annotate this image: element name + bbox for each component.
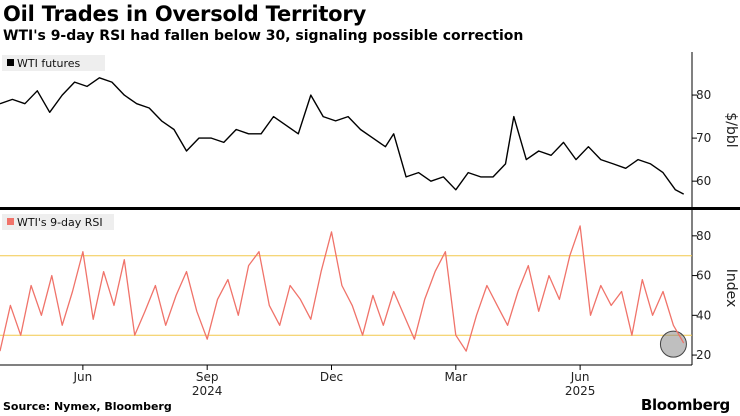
x-tick-label: Jun (72, 370, 92, 384)
price-y-tick-label: 60 (696, 174, 711, 188)
price-y-tick-label: 80 (696, 88, 711, 102)
price-y-ticks: 60 70 80 (692, 88, 711, 188)
chart-title: Oil Trades in Oversold Territory (3, 2, 367, 26)
x-tick-label: Mar (444, 370, 467, 384)
chart-subtitle: WTI's 9-day RSI had fallen below 30, sig… (3, 28, 524, 44)
price-legend-swatch (7, 59, 14, 66)
rsi-legend-label: WTI's 9-day RSI (17, 216, 103, 229)
price-y-tick-label: 70 (696, 131, 711, 145)
price-series-line (0, 77, 685, 195)
x-tick-label: Dec (320, 370, 343, 384)
rsi-legend-swatch (7, 218, 14, 225)
rsi-y-ticks: 20 40 60 80 (692, 229, 711, 362)
rsi-y-axis-label: Index (723, 269, 739, 308)
panel-divider (0, 207, 740, 210)
price-y-axis-label: $/bbl (723, 112, 739, 147)
x-tick-label: Sep (196, 370, 219, 384)
x-tick-label: Jun (570, 370, 590, 384)
rsi-y-tick-label: 20 (696, 348, 711, 362)
bloomberg-logo: Bloomberg (640, 396, 730, 414)
price-legend: WTI futures (2, 55, 105, 71)
price-legend-label: WTI futures (17, 57, 81, 70)
x-tick-year-label: 2025 (565, 384, 596, 398)
x-tick-year-label: 2024 (192, 384, 223, 398)
rsi-legend: WTI's 9-day RSI (2, 214, 114, 230)
rsi-thresholds (0, 255, 692, 336)
rsi-y-tick-label: 40 (696, 308, 711, 322)
rsi-y-tick-label: 80 (696, 229, 711, 243)
oversold-highlight-circle (659, 330, 687, 358)
source-note: Source: Nymex, Bloomberg (3, 400, 172, 413)
rsi-y-tick-label: 60 (696, 269, 711, 283)
rsi-series-line (0, 225, 685, 352)
